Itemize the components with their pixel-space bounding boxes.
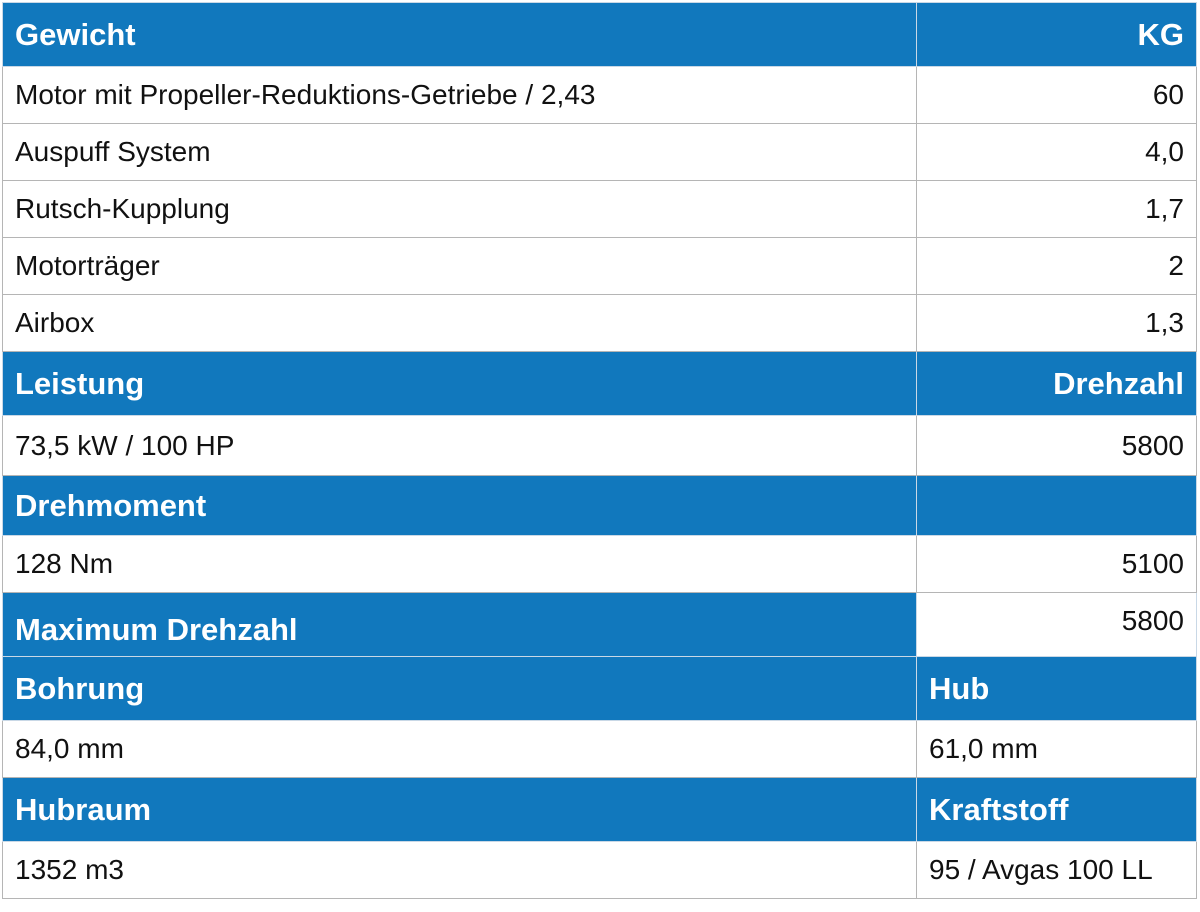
drehmoment-rpm: 5100 <box>916 535 1197 593</box>
kraftstoff-value: 95 / Avgas 100 LL <box>916 841 1197 899</box>
leistung-rpm: 5800 <box>916 415 1197 476</box>
maximum-drehzahl-value: 5800 <box>916 592 1197 657</box>
gewicht-header: Gewicht <box>2 2 917 67</box>
drehmoment-header: Drehmoment <box>2 475 917 536</box>
hubraum-kraftstoff-header-row: Hubraum Kraftstoff <box>2 777 1197 842</box>
table-row: 73,5 kW / 100 HP 5800 <box>2 415 1197 476</box>
gewicht-unit-header: KG <box>916 2 1197 67</box>
leistung-value: 73,5 kW / 100 HP <box>2 415 917 476</box>
table-row: 128 Nm 5100 <box>2 535 1197 593</box>
bohrung-hub-header-row: Bohrung Hub <box>2 656 1197 721</box>
table-row: Auspuff System 4,0 <box>2 123 1197 181</box>
hubraum-value: 1352 m3 <box>2 841 917 899</box>
kraftstoff-header: Kraftstoff <box>916 777 1197 842</box>
table-row: Motorträger 2 <box>2 237 1197 295</box>
leistung-header: Leistung <box>2 351 917 416</box>
drehzahl-header: Drehzahl <box>916 351 1197 416</box>
table-row: 84,0 mm 61,0 mm <box>2 720 1197 778</box>
maximum-drehzahl-header: Maximum Drehzahl <box>2 592 917 657</box>
bohrung-value: 84,0 mm <box>2 720 917 778</box>
gewicht-row-value: 1,3 <box>916 294 1197 352</box>
maximum-drehzahl-row: Maximum Drehzahl 5800 <box>2 592 1197 657</box>
gewicht-row-label: Rutsch-Kupplung <box>2 180 917 238</box>
gewicht-row-value: 2 <box>916 237 1197 295</box>
gewicht-row-value: 1,7 <box>916 180 1197 238</box>
leistung-header-row: Leistung Drehzahl <box>2 351 1197 416</box>
bohrung-header: Bohrung <box>2 656 917 721</box>
gewicht-row-label: Airbox <box>2 294 917 352</box>
drehmoment-header-right <box>916 475 1197 536</box>
engine-spec-table: Gewicht KG Motor mit Propeller-Reduktion… <box>2 2 1197 899</box>
table-row: Airbox 1,3 <box>2 294 1197 352</box>
hub-header: Hub <box>916 656 1197 721</box>
gewicht-header-row: Gewicht KG <box>2 2 1197 67</box>
gewicht-row-label: Motor mit Propeller-Reduktions-Getriebe … <box>2 66 917 124</box>
hub-value: 61,0 mm <box>916 720 1197 778</box>
table-row: 1352 m3 95 / Avgas 100 LL <box>2 841 1197 899</box>
gewicht-row-label: Auspuff System <box>2 123 917 181</box>
gewicht-row-value: 4,0 <box>916 123 1197 181</box>
table-row: Motor mit Propeller-Reduktions-Getriebe … <box>2 66 1197 124</box>
table-row: Rutsch-Kupplung 1,7 <box>2 180 1197 238</box>
drehmoment-value: 128 Nm <box>2 535 917 593</box>
hubraum-header: Hubraum <box>2 777 917 842</box>
drehmoment-header-row: Drehmoment <box>2 475 1197 536</box>
gewicht-row-value: 60 <box>916 66 1197 124</box>
gewicht-row-label: Motorträger <box>2 237 917 295</box>
